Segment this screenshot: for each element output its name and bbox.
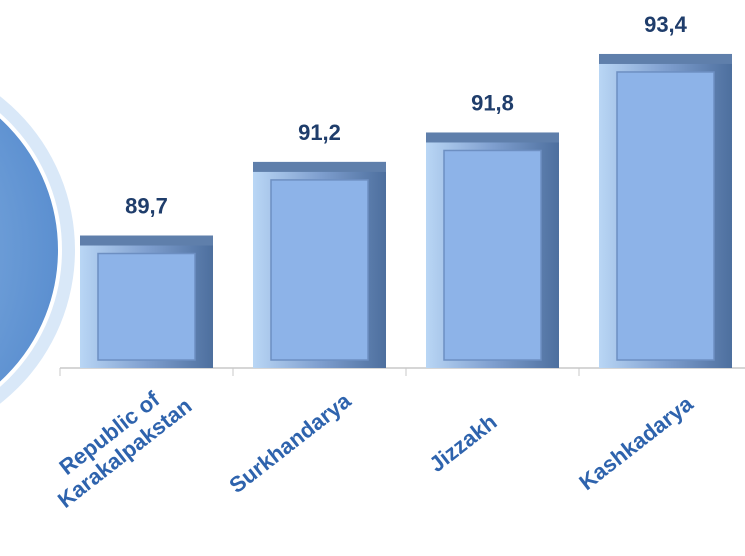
bar-face	[97, 252, 196, 361]
decor-disc	[0, 113, 62, 387]
bar-top-bevel	[253, 161, 386, 172]
value-label: 93,4	[644, 12, 688, 37]
plot: 89,7 91,2 91,8 93,4	[59, 12, 745, 376]
bar-top-bevel	[599, 53, 732, 64]
bar-face	[616, 71, 715, 361]
bar-face	[443, 149, 542, 361]
value-label: 89,7	[125, 194, 168, 219]
value-label: 91,8	[471, 90, 514, 115]
bar-top-bevel	[80, 235, 213, 246]
bar-top-bevel	[426, 132, 559, 143]
bar-face	[270, 179, 369, 361]
value-label: 91,2	[298, 120, 341, 145]
